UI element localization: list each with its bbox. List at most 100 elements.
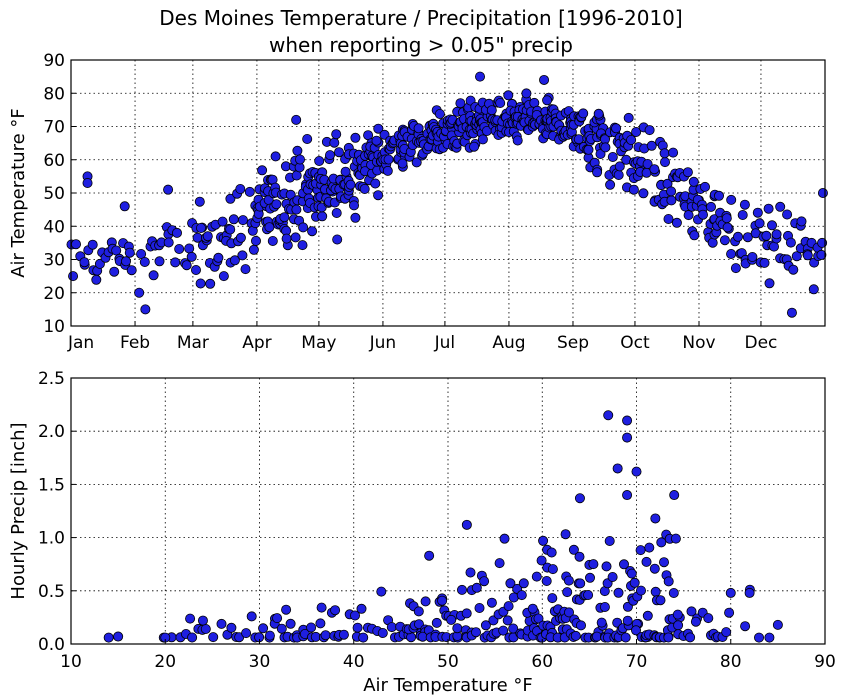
temperature-point: [413, 123, 424, 134]
precip-point: [724, 607, 735, 618]
temperature-point: [788, 264, 799, 275]
precip-point: [306, 622, 317, 633]
top-x-tick-label: Jun: [369, 333, 397, 353]
top-y-tick-label: 30: [43, 251, 65, 271]
precip-point: [474, 603, 485, 614]
temperature-point: [578, 108, 589, 119]
temperature-point: [71, 239, 82, 250]
precip-point: [480, 620, 491, 631]
temperature-point: [171, 227, 182, 238]
temperature-point: [371, 135, 382, 146]
precip-point: [503, 601, 514, 612]
temperature-point: [302, 133, 313, 144]
precip-point: [588, 559, 599, 570]
temperature-point: [350, 212, 361, 223]
precip-point: [216, 618, 227, 629]
bottom-y-tick-label: 1.0: [38, 529, 65, 549]
top-x-tick-label: Oct: [620, 333, 650, 353]
temperature-point: [333, 147, 344, 158]
precip-point: [655, 595, 666, 606]
precip-point: [703, 613, 714, 624]
temperature-point: [248, 244, 259, 255]
precip-point: [601, 561, 612, 572]
precip-point: [570, 630, 581, 641]
precip-point: [479, 576, 490, 587]
top-y-tick-label: 40: [43, 217, 65, 237]
temperature-point: [638, 188, 649, 199]
top-x-tick-label: May: [301, 333, 336, 353]
temperature-point: [739, 199, 750, 210]
temperature-point: [521, 88, 532, 99]
temperature-point: [316, 202, 327, 213]
temperature-point: [237, 215, 248, 226]
temperature-point: [348, 200, 359, 211]
temperature-point: [194, 196, 205, 207]
precip-point: [461, 519, 472, 530]
temperature-point: [383, 154, 394, 165]
temperature-point: [808, 284, 819, 295]
top-x-tick-label: Sep: [557, 333, 589, 353]
temperature-point: [683, 210, 694, 221]
precip-point: [635, 545, 646, 556]
temperature-point: [181, 260, 192, 271]
temperature-point: [195, 278, 206, 289]
precip-point: [461, 608, 472, 619]
precip-point: [241, 628, 252, 639]
temperature-point: [689, 230, 700, 241]
temperature-point: [91, 274, 102, 285]
precip-point: [622, 490, 633, 501]
temperature-point: [486, 105, 497, 116]
bottom-x-tick-label: 80: [720, 652, 742, 672]
temperature-point: [771, 229, 782, 240]
temperature-point: [163, 237, 174, 248]
temperature-point: [281, 233, 292, 244]
temperature-point: [240, 264, 251, 275]
top-grid: [71, 60, 825, 326]
temperature-point: [217, 216, 228, 227]
top-ticks: Jan Feb Mar Apr May Jun Jul Aug Sep Oct Nov Dec 10 20…: [43, 51, 777, 353]
temperature-point: [754, 218, 765, 229]
chart-subtitle: when reporting > 0.05" precip: [269, 33, 573, 57]
precip-point: [498, 625, 509, 636]
top-y-tick-label: 70: [43, 118, 65, 138]
temperature-point: [292, 145, 303, 156]
temperature-point: [796, 216, 807, 227]
precip-point: [764, 632, 775, 643]
temperature-point: [79, 257, 90, 268]
temperature-point: [666, 195, 677, 206]
temperature-point: [109, 266, 120, 277]
bottom-grid: [71, 378, 825, 644]
top-x-tick-label: Mar: [177, 333, 209, 353]
chart-title: Des Moines Temperature / Precipitation […: [159, 6, 682, 30]
top-x-tick-label: Jan: [67, 333, 94, 353]
precip-point: [564, 607, 575, 618]
temperature-point: [345, 179, 356, 190]
precip-point: [420, 596, 431, 607]
temperature-point: [202, 231, 213, 242]
precip-point: [649, 563, 660, 574]
temperature-point: [250, 235, 261, 246]
top-y-axis-label: Air Temperature °F: [8, 108, 29, 278]
temperature-point: [324, 150, 335, 161]
temperature-point: [235, 183, 246, 194]
temperature-point: [279, 212, 290, 223]
precip-point: [424, 550, 435, 561]
temperature-point: [307, 226, 318, 237]
temperature-point: [663, 213, 674, 224]
precip-point: [316, 602, 327, 613]
temperature-point: [626, 134, 637, 145]
temperature-point: [228, 214, 239, 225]
top-x-tick-label: Aug: [492, 333, 525, 353]
precip-point: [583, 590, 594, 601]
bottom-y-tick-label: 1.5: [38, 475, 65, 495]
temperature-point: [332, 234, 343, 245]
precip-point: [208, 632, 219, 643]
precip-point: [349, 610, 360, 621]
precip-point: [574, 551, 585, 562]
temperature-point: [340, 166, 351, 177]
temperature-point: [623, 112, 634, 123]
precip-point: [200, 624, 211, 635]
temperature-point: [469, 141, 480, 152]
top-y-tick-label: 50: [43, 184, 65, 204]
